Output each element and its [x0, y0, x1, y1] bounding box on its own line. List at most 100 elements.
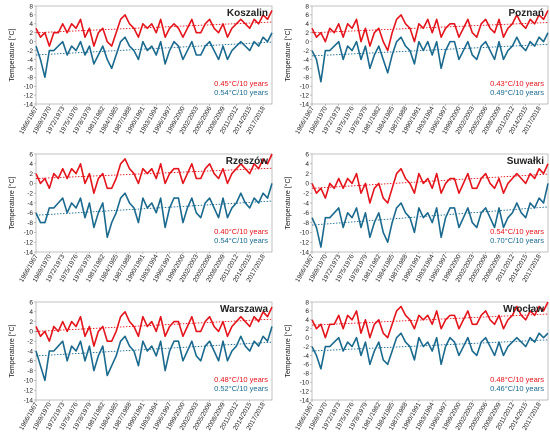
y-tick-label: 0 [29, 181, 33, 188]
y-tick-label: -6 [303, 66, 309, 73]
chart-panel: -14-12-10-8-6-4-2024681966/19671969/1970… [284, 3, 549, 136]
y-axis-label: Temperature [°C] [8, 28, 16, 81]
y-tick-label: -8 [27, 220, 33, 227]
y-tick-label: 8 [305, 3, 309, 10]
y-tick-label: 4 [305, 161, 309, 168]
series-line [311, 10, 549, 52]
y-tick-label: -2 [27, 339, 33, 346]
y-tick-label: -8 [27, 368, 33, 375]
y-tick-label: 6 [305, 308, 309, 315]
series-line [35, 10, 273, 47]
series-line [311, 332, 549, 370]
y-tick-label: -14 [300, 249, 310, 256]
chart-title: Poznań [508, 8, 544, 19]
y-tick-label: 0 [29, 329, 33, 336]
y-tick-label: -2 [303, 344, 309, 351]
y-tick-label: -6 [303, 210, 309, 217]
y-tick-label: 4 [29, 309, 33, 316]
y-tick-label: 2 [305, 171, 309, 178]
y-tick-label: -4 [27, 200, 33, 207]
series-line [311, 163, 549, 204]
y-tick-label: -14 [300, 101, 310, 108]
y-tick-label: 2 [29, 319, 33, 326]
y-tick-label: -6 [27, 358, 33, 365]
chart-panel: -14-12-10-8-6-4-202461966/19671969/19701… [8, 299, 273, 432]
trend-line [311, 206, 549, 226]
y-tick-label: -2 [27, 48, 33, 55]
y-tick-label: -2 [303, 191, 309, 198]
y-tick-label: -10 [300, 379, 310, 386]
y-tick-label: -4 [303, 200, 309, 207]
trend-annotation: 0.48°C/10 years [490, 375, 544, 384]
y-tick-label: -10 [300, 83, 310, 90]
chart-panel: -14-12-10-8-6-4-2024681966/19671969/1970… [8, 3, 273, 136]
trend-line [311, 43, 549, 57]
y-tick-label: 4 [29, 21, 33, 28]
y-tick-label: 6 [29, 151, 33, 158]
trend-annotation: 0.54°C/10 years [214, 88, 268, 97]
plot-frame [311, 5, 549, 105]
y-tick-label: -14 [300, 397, 310, 404]
y-tick-label: 2 [305, 30, 309, 37]
trend-line [35, 341, 273, 357]
y-tick-label: -12 [300, 92, 310, 99]
series-line [35, 306, 273, 347]
y-tick-label: -8 [27, 75, 33, 82]
trend-annotation: 0.48°C/10 years [214, 375, 268, 384]
chart-title: Wrocław [503, 304, 544, 315]
trend-annotation: 0.54°C/10 years [490, 227, 544, 236]
trend-line [311, 313, 549, 326]
series-line [35, 326, 273, 382]
y-tick-label: -12 [24, 388, 34, 395]
y-tick-label: 0 [29, 39, 33, 46]
chart-title: Koszalin [227, 8, 268, 19]
trend-annotation: 0.43°C/10 years [490, 79, 544, 88]
y-axis-label: Temperature [°C] [8, 176, 16, 229]
trend-line [35, 41, 273, 56]
y-tick-label: -6 [27, 210, 33, 217]
y-tick-label: 4 [305, 317, 309, 324]
y-tick-label: 0 [305, 181, 309, 188]
chart-title: Suwałki [507, 156, 544, 167]
y-tick-label: 0 [305, 335, 309, 342]
y-tick-label: -10 [24, 378, 34, 385]
trend-annotation: 0.46°C/10 years [490, 384, 544, 393]
y-axis-label: Temperature [°C] [284, 176, 292, 229]
y-tick-label: -4 [27, 57, 33, 64]
trend-line [311, 173, 549, 189]
y-tick-label: 6 [29, 299, 33, 306]
y-tick-label: -4 [303, 57, 309, 64]
y-axis-label: Temperature [°C] [284, 28, 292, 81]
trend-line [35, 167, 273, 179]
y-tick-label: -10 [24, 230, 34, 237]
y-tick-label: -10 [300, 230, 310, 237]
y-tick-label: 8 [29, 3, 33, 10]
y-tick-label: -4 [27, 348, 33, 355]
trend-annotation: 0.49°C/10 years [490, 88, 544, 97]
y-tick-label: -12 [300, 388, 310, 395]
trend-annotation: 0.70°C/10 years [490, 236, 544, 245]
y-tick-label: -12 [24, 240, 34, 247]
trend-annotation: 0.45°C/10 years [214, 79, 268, 88]
chart-panel: -14-12-10-8-6-4-2024681966/19671969/1970… [284, 299, 549, 432]
y-tick-label: -14 [24, 397, 34, 404]
chart-title: Rzeszów [226, 156, 268, 167]
trend-line [35, 318, 273, 332]
series-line [35, 32, 273, 79]
trend-annotation: 0.52°C/10 years [214, 384, 268, 393]
trend-annotation: 0.40°C/10 years [214, 227, 268, 236]
y-tick-label: -10 [24, 83, 34, 90]
chart-title: Warszawa [220, 304, 268, 315]
y-tick-label: 2 [29, 30, 33, 37]
y-axis-label: Temperature [°C] [284, 324, 292, 377]
y-tick-label: 0 [305, 39, 309, 46]
y-tick-label: -2 [303, 48, 309, 55]
y-tick-label: 6 [305, 151, 309, 158]
chart-panel: -14-12-10-8-6-4-202461966/19671969/19701… [8, 151, 273, 284]
y-tick-label: -8 [303, 220, 309, 227]
y-tick-label: 6 [305, 12, 309, 19]
trend-line [311, 22, 549, 34]
y-tick-label: -8 [303, 75, 309, 82]
y-tick-label: -14 [24, 101, 34, 108]
